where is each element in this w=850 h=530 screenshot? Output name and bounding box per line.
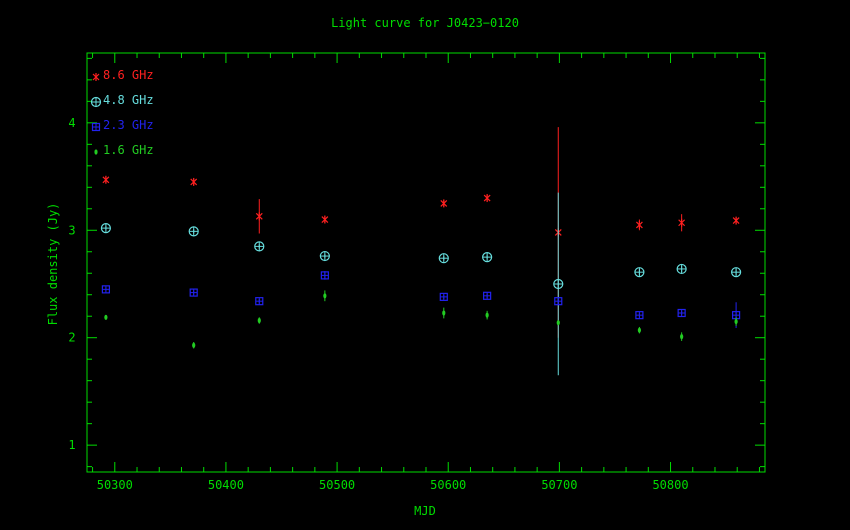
x-tick-label: 50800 (652, 478, 688, 492)
series-1-6-ghz (104, 290, 738, 349)
data-point (188, 226, 199, 237)
x-axis-ticks: 50300 50400 50500 50600 50700 50800 (92, 53, 760, 492)
data-point (102, 175, 110, 184)
data-point (734, 318, 738, 325)
data-point (556, 320, 560, 326)
data-point (439, 292, 448, 301)
data-point (438, 253, 449, 264)
data-point (189, 288, 198, 297)
y-axis-ticks: 1 2 3 4 (68, 57, 765, 468)
y-tick-label: 3 (68, 223, 75, 237)
data-point (320, 271, 329, 280)
legend: 8.6 GHz 4.8 GHz 2.3 GHz 1.6 GHz (90, 68, 154, 157)
chart-title: Light curve for J0423−0120 (331, 16, 519, 30)
x-tick-label: 50300 (97, 478, 133, 492)
x-tick-label: 50700 (541, 478, 577, 492)
data-point (483, 291, 492, 300)
data-point (677, 308, 686, 318)
data-point (554, 297, 563, 306)
data-point (254, 241, 265, 252)
data-point (440, 199, 448, 208)
data-point (678, 218, 686, 227)
data-series (100, 127, 742, 376)
legend-marker (90, 96, 102, 108)
legend-label: 2.3 GHz (103, 118, 154, 132)
legend-marker (91, 122, 101, 132)
data-point (321, 215, 329, 224)
x-tick-label: 50500 (319, 478, 355, 492)
data-point (255, 212, 263, 221)
data-point (732, 216, 740, 225)
x-tick-label: 50600 (430, 478, 466, 492)
data-point (676, 263, 687, 275)
y-axis-label: Flux density (Jy) (46, 203, 60, 326)
plot-frame (86, 52, 766, 473)
data-point (442, 310, 446, 316)
data-point (192, 342, 196, 348)
series-4-8-ghz (100, 192, 742, 376)
data-point (190, 177, 198, 186)
series-2-3-ghz (101, 271, 741, 329)
data-point (637, 327, 642, 333)
legend-label: 4.8 GHz (103, 93, 154, 107)
data-point (255, 297, 264, 306)
data-point (257, 317, 261, 324)
data-point (319, 250, 330, 262)
y-tick-label: 1 (68, 438, 75, 452)
data-point (680, 334, 684, 340)
data-point (485, 312, 489, 318)
legend-marker (92, 73, 100, 81)
data-point (553, 278, 564, 290)
data-point (104, 314, 108, 320)
data-point (101, 285, 110, 294)
data-point (635, 311, 644, 320)
legend-label: 8.6 GHz (103, 68, 154, 82)
y-tick-label: 2 (68, 331, 75, 345)
data-point (323, 293, 327, 299)
data-point (100, 223, 111, 234)
x-tick-label: 50400 (208, 478, 244, 492)
plot-border (86, 52, 766, 473)
data-point (635, 220, 643, 229)
y-tick-label: 4 (68, 116, 75, 130)
legend-label: 1.6 GHz (103, 143, 154, 157)
x-axis-label: MJD (414, 504, 436, 518)
data-point (634, 267, 645, 278)
data-point (482, 252, 493, 263)
data-point (483, 194, 491, 203)
legend-marker (94, 149, 98, 155)
data-point (731, 267, 742, 278)
